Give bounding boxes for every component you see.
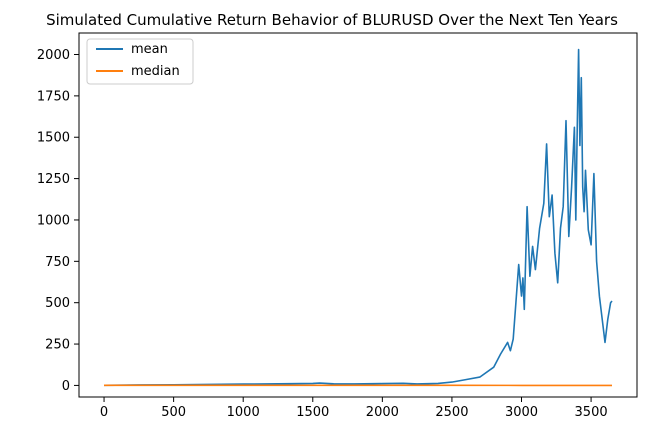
plot-frame	[78, 32, 638, 398]
plot-area	[78, 32, 638, 398]
legend: mean median	[86, 38, 194, 85]
x-tick-label: 0	[100, 405, 108, 420]
series-line-mean	[103, 48, 613, 387]
series-layer	[103, 48, 613, 387]
legend-mean-label: mean	[131, 42, 168, 57]
y-tick-label: 0	[62, 379, 70, 394]
y-tick-label: 500	[45, 296, 70, 311]
x-tick-label: 2000	[366, 405, 399, 420]
x-tick-label: 1500	[296, 405, 329, 420]
y-tick-label: 2000	[37, 48, 70, 63]
y-tick-label: 1000	[37, 213, 70, 228]
y-axis: 0 250 500 750 1000 1250 1500 1750 2000	[37, 48, 79, 394]
x-tick-label: 500	[161, 405, 186, 420]
legend-median-label: median	[131, 64, 180, 79]
y-tick-label: 1750	[37, 89, 70, 104]
y-tick-label: 1500	[37, 131, 70, 146]
legend-box	[86, 38, 194, 85]
x-tick-label: 3500	[575, 405, 608, 420]
y-tick-label: 250	[45, 338, 70, 353]
x-tick-label: 3000	[505, 405, 538, 420]
x-tick-label: 2500	[435, 405, 468, 420]
x-axis: 0 500 1000 1500 2000 2500 3000 3500	[100, 397, 608, 420]
y-tick-label: 750	[45, 255, 70, 270]
chart-title: Simulated Cumulative Return Behavior of …	[46, 11, 618, 29]
y-tick-label: 1250	[37, 172, 70, 187]
x-tick-label: 1000	[227, 405, 260, 420]
